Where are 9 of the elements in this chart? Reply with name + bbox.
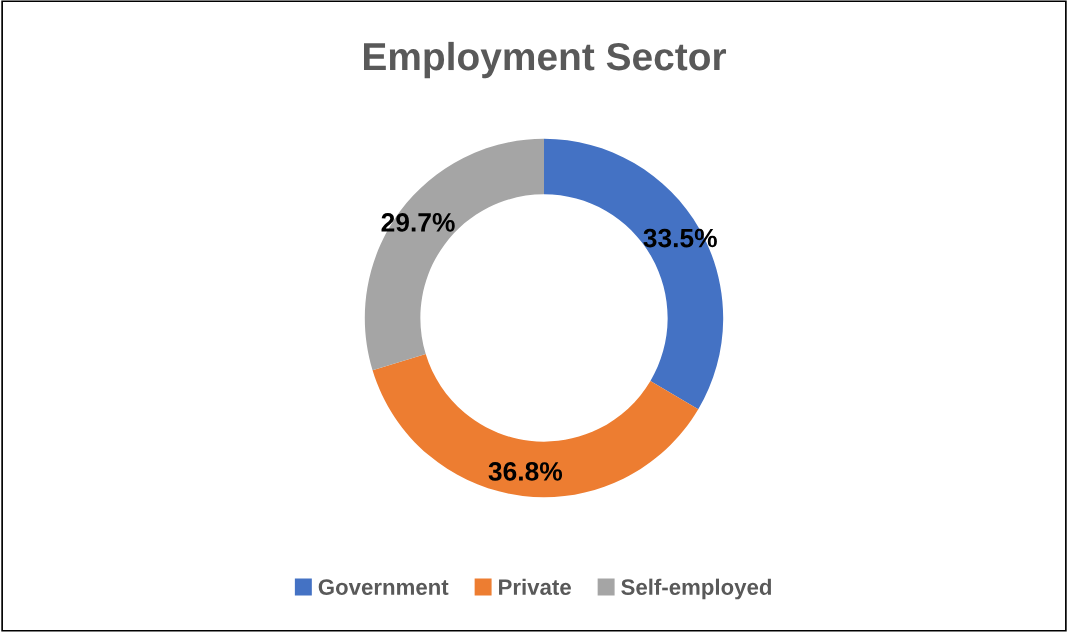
- donut-slice: [544, 138, 724, 410]
- data-label: 29.7%: [381, 213, 455, 232]
- donut-slice: [372, 353, 699, 498]
- chart-title: Employment Sector: [364, 41, 727, 79]
- data-label: 36.8%: [488, 462, 563, 481]
- legend-label: Government: [318, 579, 449, 595]
- legend-label: Self-employed: [621, 578, 771, 600]
- legend-label: Private: [499, 578, 571, 595]
- donut-slice: [364, 138, 544, 371]
